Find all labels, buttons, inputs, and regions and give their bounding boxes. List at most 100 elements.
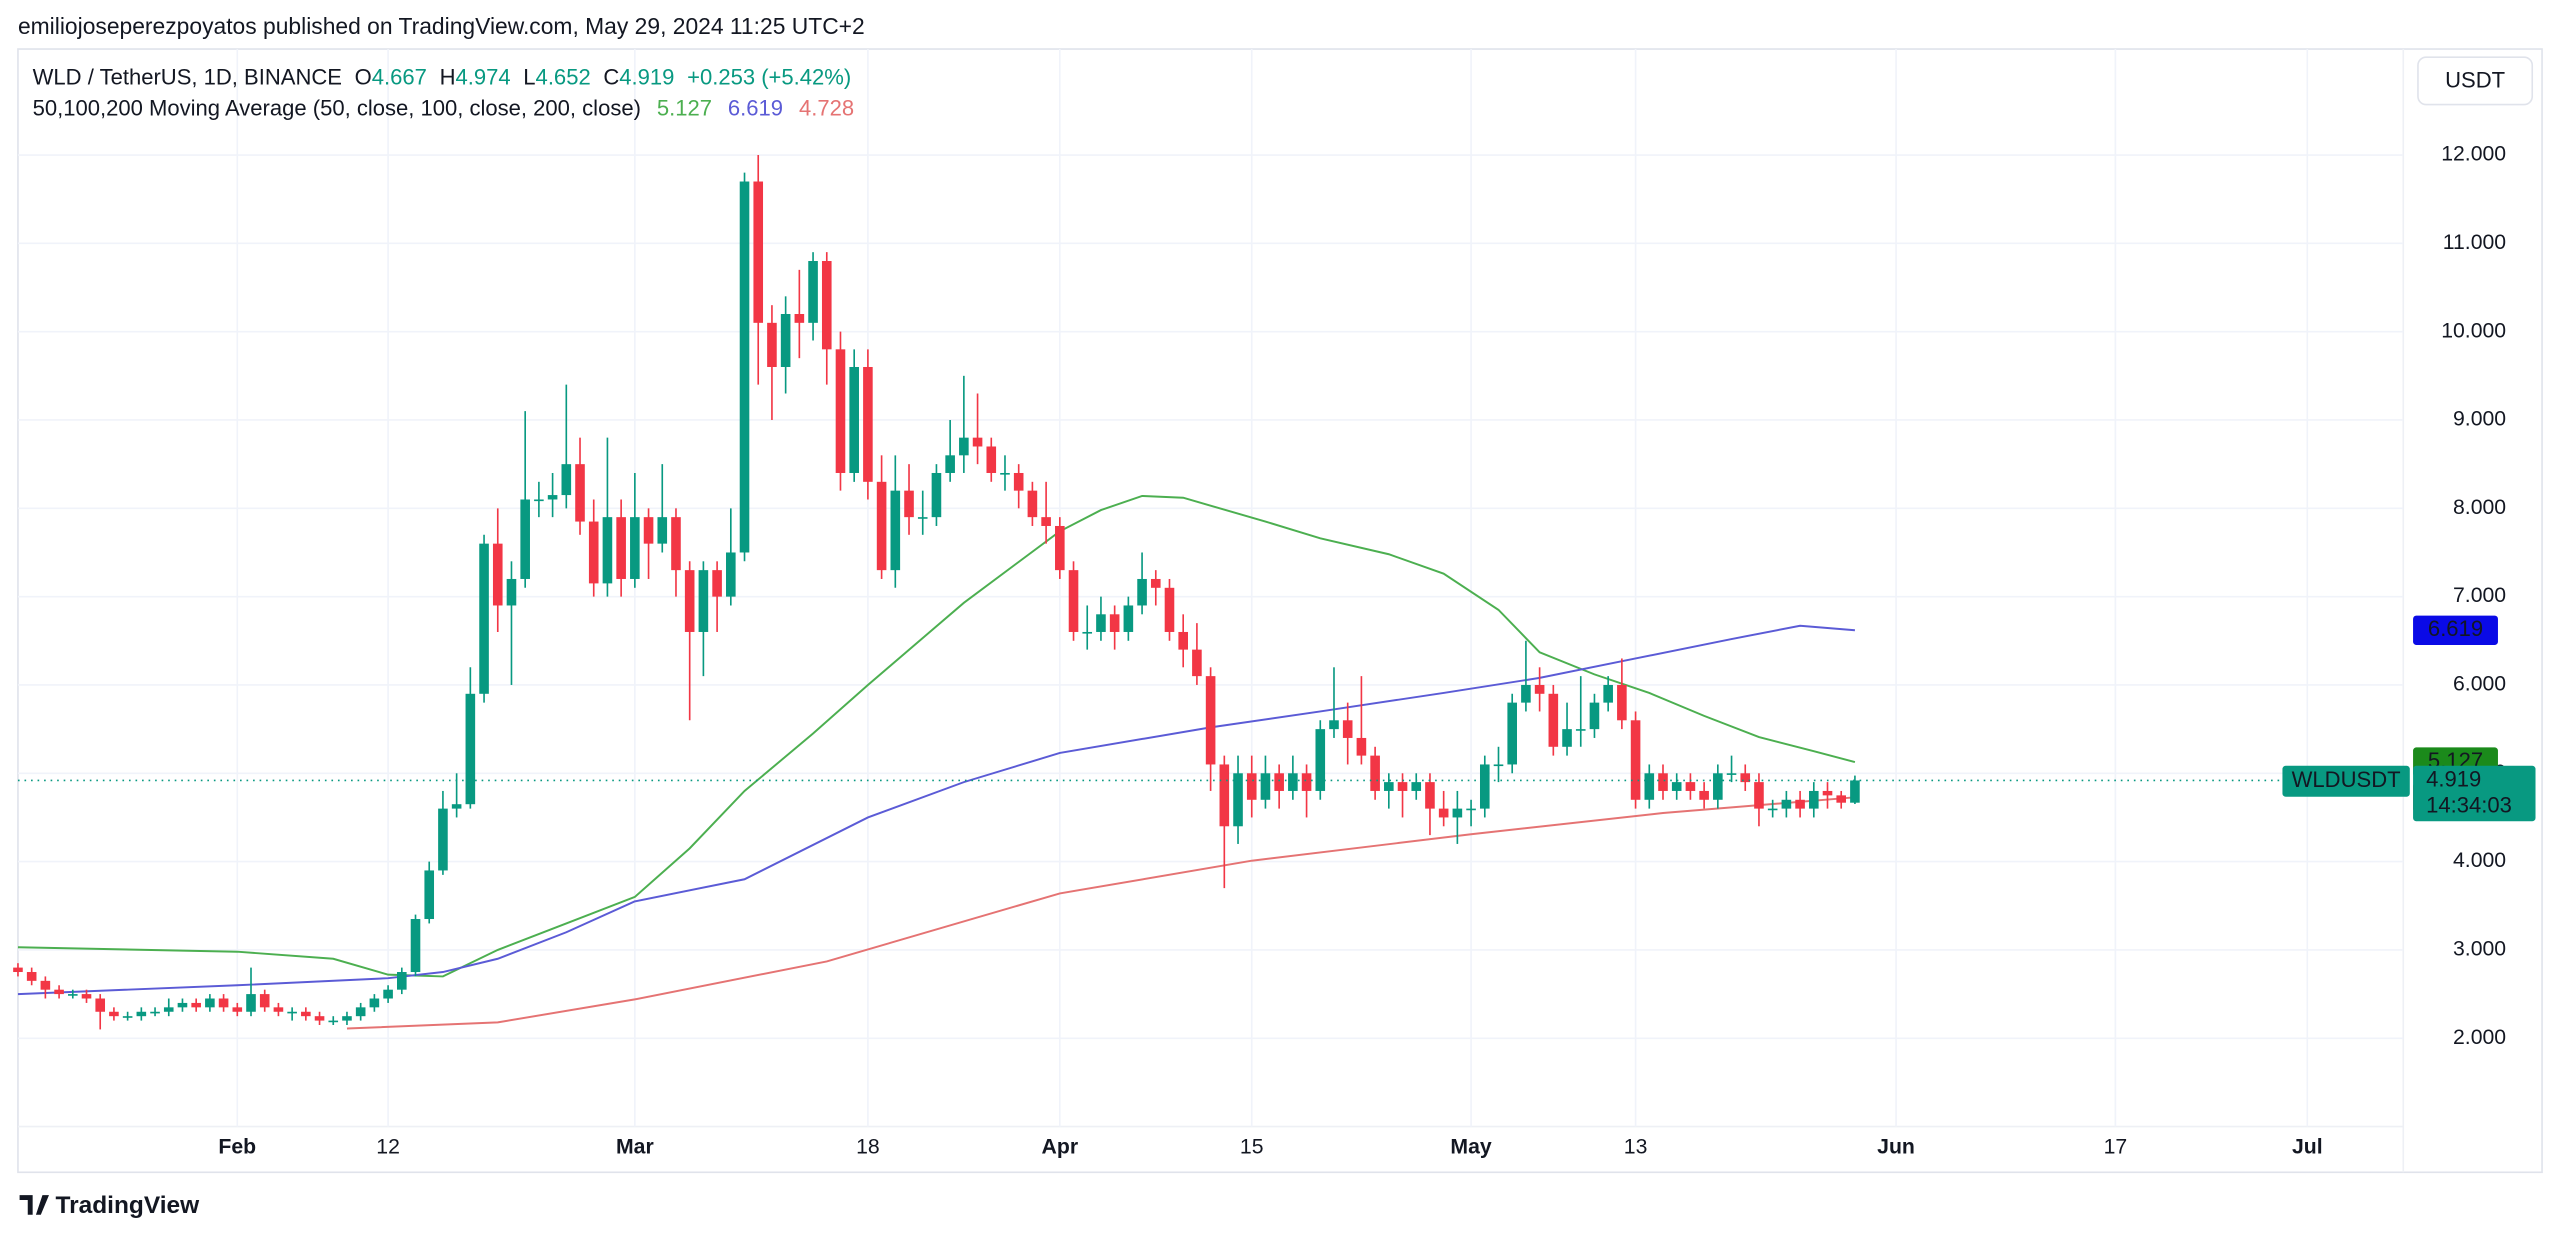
- close-value: 4.919: [619, 64, 674, 89]
- candle-body: [1013, 472, 1024, 491]
- candle-body: [424, 870, 435, 920]
- candle-body: [1329, 720, 1339, 730]
- candle-body: [616, 517, 626, 579]
- candle-body: [698, 570, 709, 632]
- candle-body: [1055, 525, 1065, 571]
- candle-body: [1109, 614, 1120, 632]
- low-value: 4.652: [536, 64, 591, 89]
- symbol-title: WLD / TetherUS, 1D, BINANCE: [33, 64, 342, 89]
- candle-body: [1288, 773, 1298, 791]
- currency-button[interactable]: USDT: [2417, 56, 2534, 106]
- candle-body: [1740, 773, 1751, 783]
- footer-brand: TradingView: [56, 1192, 201, 1219]
- candle-body: [492, 543, 503, 606]
- y-tick-label: 10.000: [2441, 319, 2506, 342]
- y-tick-label: 12.000: [2441, 143, 2506, 166]
- candle-body: [1342, 720, 1353, 738]
- symbol-badge-label: WLDUSDT: [2292, 767, 2401, 792]
- candle-body: [1164, 587, 1175, 632]
- candle-body: [506, 578, 517, 606]
- x-tick-label: Mar: [616, 1135, 654, 1158]
- grid: [17, 49, 2404, 1127]
- candle-body: [410, 919, 421, 973]
- candle-body: [1205, 676, 1216, 765]
- x-tick-label: May: [1450, 1135, 1491, 1158]
- candle-body: [876, 481, 887, 571]
- candle-body: [1548, 693, 1559, 747]
- candle-body: [1603, 684, 1613, 703]
- last-price-label: 4.919: [2426, 766, 2481, 791]
- candle-body: [1356, 737, 1367, 756]
- y-tick-label: 11.000: [2443, 231, 2506, 254]
- candle-body: [931, 472, 942, 518]
- candle-body: [1836, 795, 1847, 803]
- candle-body: [383, 989, 393, 999]
- symbol-legend: WLD / TetherUS, 1D, BINANCE O4.667 H4.97…: [33, 64, 852, 89]
- candle-body: [1192, 649, 1202, 677]
- candle-body: [1521, 684, 1531, 703]
- moving-average-line: [17, 624, 1856, 996]
- candle-body: [397, 972, 407, 990]
- ma-value: 4.728: [799, 95, 854, 120]
- indicator-legend: 50,100,200 Moving Average (50, close, 10…: [33, 95, 854, 120]
- candle-body: [1041, 517, 1051, 526]
- candle-body: [534, 499, 544, 502]
- candle-body: [986, 446, 997, 473]
- candle-body: [1617, 684, 1627, 721]
- ma-value: 6.619: [728, 95, 783, 120]
- candle-body: [177, 1002, 188, 1008]
- candle-body: [1822, 790, 1833, 796]
- candle-body: [1068, 570, 1079, 632]
- candle-body: [451, 804, 462, 809]
- candle-body: [1754, 782, 1764, 809]
- candle-body: [863, 366, 873, 482]
- candle-body: [232, 1007, 243, 1012]
- ma-badge-label: 6.619: [2428, 616, 2483, 641]
- candle-body: [684, 570, 695, 632]
- candle-body: [1767, 808, 1778, 811]
- currency-label[interactable]: USDT: [2445, 68, 2505, 93]
- candle-body: [835, 349, 846, 473]
- candle-body: [13, 967, 23, 973]
- candle-body: [1534, 684, 1545, 694]
- x-tick-label: 12: [376, 1135, 400, 1158]
- candle-body: [1315, 729, 1326, 791]
- indicator-title: 50,100,200 Moving Average (50, close, 10…: [33, 95, 641, 120]
- candle-body: [547, 495, 558, 500]
- candle-body: [767, 322, 777, 367]
- candle-body: [739, 181, 750, 553]
- currency-button-box[interactable]: [2417, 56, 2534, 106]
- x-tick-label: 15: [1240, 1135, 1264, 1158]
- candle-body: [1000, 472, 1010, 475]
- open-value: 4.667: [372, 64, 427, 89]
- candle-body: [1096, 614, 1106, 632]
- candle-body: [246, 994, 256, 1012]
- candle-body: [191, 1002, 201, 1008]
- candle-body: [1411, 782, 1422, 791]
- y-tick-label: 9.000: [2453, 408, 2506, 431]
- candle-body: [1178, 631, 1188, 650]
- candle-body: [726, 552, 736, 597]
- candle-body: [273, 1007, 284, 1012]
- countdown-label: 14:34:03: [2426, 792, 2512, 817]
- candle-body: [369, 998, 380, 1008]
- candle-body: [794, 314, 805, 323]
- candle-body: [849, 366, 859, 473]
- candle-body: [1479, 764, 1490, 809]
- candle-body: [438, 808, 448, 871]
- candle-body: [26, 972, 37, 981]
- x-tick-label: 13: [1624, 1135, 1648, 1158]
- candle-body: [1137, 578, 1147, 606]
- candle-body: [1452, 808, 1463, 818]
- candle-body: [1575, 729, 1586, 731]
- candle-body: [1370, 755, 1380, 791]
- ohlc-prefix: L: [523, 64, 535, 89]
- candle-body: [1795, 799, 1805, 809]
- candle-body: [890, 490, 901, 571]
- candle-body: [520, 499, 530, 579]
- candle-body: [1260, 773, 1271, 800]
